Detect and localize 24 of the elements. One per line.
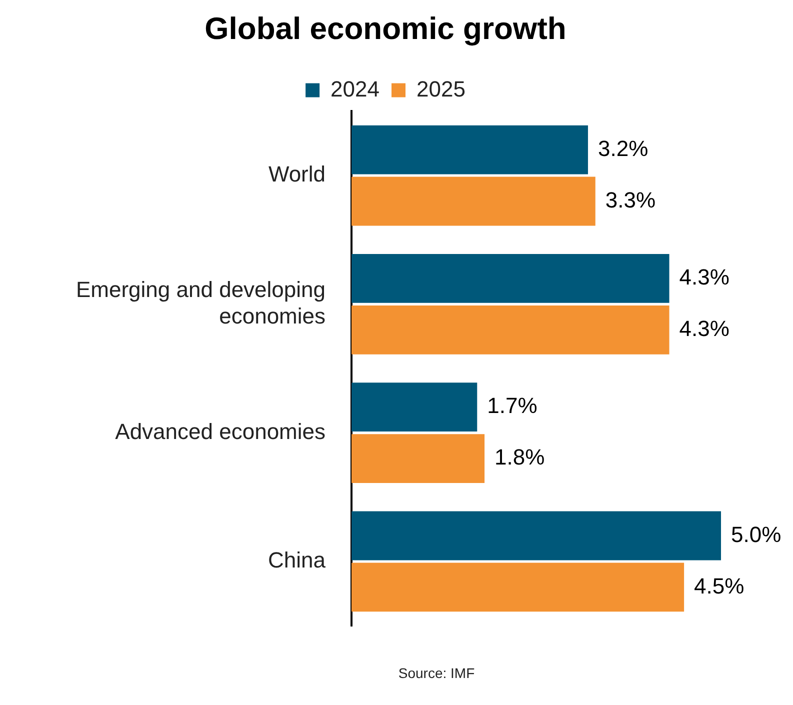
data-label: 1.8%: [494, 444, 545, 470]
y-tick-label: Advanced economies: [115, 418, 326, 444]
bar: [352, 511, 721, 560]
data-label: 3.2%: [598, 136, 648, 161]
bar: [352, 125, 588, 174]
y-tick-label: China: [268, 548, 326, 573]
data-label: 3.3%: [605, 187, 656, 212]
data-label: 4.5%: [694, 573, 744, 598]
legend-label: 2025: [416, 76, 466, 102]
y-tick-label: Emerging and developing economies: [76, 277, 326, 328]
bar: [352, 254, 670, 303]
data-label: 4.3%: [679, 316, 730, 341]
data-label: 4.3%: [679, 264, 730, 290]
y-tick-label: World: [268, 162, 326, 187]
bar: [352, 562, 684, 612]
bar: [352, 382, 478, 432]
data-label: 5.0%: [731, 522, 782, 547]
chart-title: Global economic growth: [204, 11, 566, 46]
bar: [352, 305, 670, 354]
bar: [352, 176, 596, 226]
legend-label: 2024: [330, 76, 380, 102]
data-label: 1.7%: [487, 393, 538, 418]
source-note: Source: IMF: [397, 665, 476, 681]
bar: [352, 434, 485, 483]
